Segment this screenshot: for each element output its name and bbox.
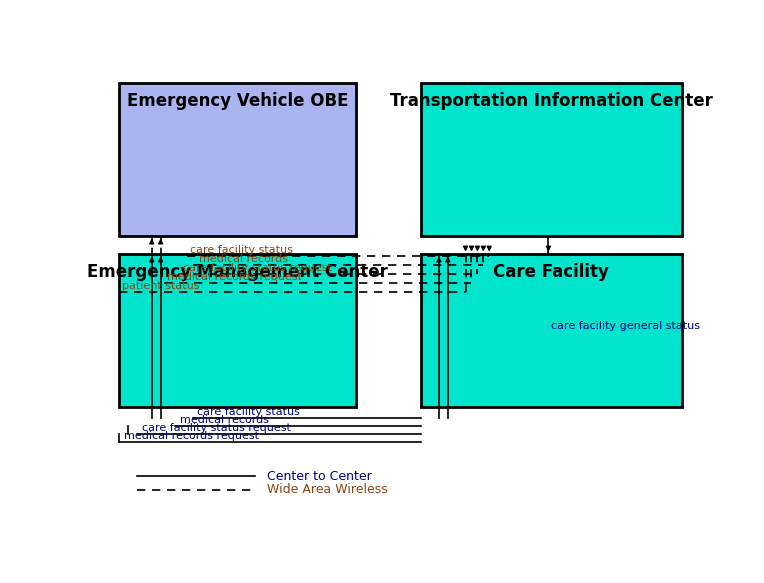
Text: Emergency Management Center: Emergency Management Center [87,263,388,281]
Bar [119,254,356,407]
Text: care facility status request: care facility status request [141,423,290,433]
Bar [421,83,681,236]
Text: medical records request: medical records request [124,431,259,441]
Text: care facility status: care facility status [190,245,293,255]
Text: medical records request: medical records request [167,272,302,282]
Text: care facility general status: care facility general status [552,321,701,331]
Text: care facility status: care facility status [197,406,300,416]
Text: Care Facility: Care Facility [494,263,610,281]
Text: medical records: medical records [180,415,269,424]
Bar [119,83,356,236]
Text: medical records: medical records [199,254,288,264]
Text: care facility status request: care facility status request [183,263,332,273]
Text: Transportation Information Center: Transportation Information Center [390,93,713,110]
Text: patient status: patient status [122,281,199,291]
Text: Center to Center: Center to Center [267,470,372,483]
Bar [421,254,681,407]
Text: Wide Area Wireless: Wide Area Wireless [267,483,388,496]
Text: Emergency Vehicle OBE: Emergency Vehicle OBE [127,93,348,110]
